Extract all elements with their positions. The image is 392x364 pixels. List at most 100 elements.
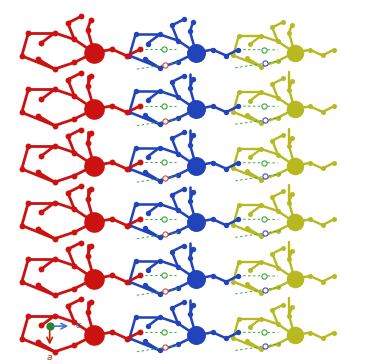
- Point: [258, 64, 264, 70]
- Point: [235, 47, 241, 52]
- Point: [223, 222, 229, 228]
- Point: [175, 172, 181, 178]
- Point: [244, 281, 250, 287]
- Point: [175, 59, 181, 64]
- Point: [330, 217, 337, 222]
- Point: [71, 263, 78, 269]
- Point: [88, 17, 94, 23]
- Point: [47, 323, 53, 329]
- Point: [132, 32, 139, 37]
- Point: [280, 302, 287, 308]
- Point: [71, 93, 78, 99]
- Point: [132, 314, 139, 320]
- Point: [132, 145, 139, 150]
- Point: [307, 160, 313, 166]
- Point: [145, 210, 151, 216]
- Point: [51, 292, 58, 298]
- Point: [84, 253, 91, 259]
- Point: [261, 160, 267, 166]
- Point: [230, 335, 236, 341]
- Point: [142, 169, 148, 175]
- Point: [190, 246, 196, 252]
- Point: [181, 130, 187, 135]
- Point: [269, 138, 276, 143]
- Point: [175, 115, 181, 121]
- Point: [280, 189, 287, 194]
- Point: [71, 116, 78, 122]
- Point: [181, 16, 187, 22]
- Point: [258, 90, 264, 95]
- Point: [51, 313, 58, 318]
- Point: [286, 200, 292, 206]
- Point: [269, 251, 276, 257]
- Point: [261, 343, 268, 349]
- Point: [132, 88, 139, 94]
- Point: [187, 142, 193, 147]
- Point: [209, 216, 216, 222]
- Point: [235, 216, 241, 222]
- Point: [187, 85, 193, 91]
- Point: [124, 336, 130, 341]
- Point: [137, 216, 143, 222]
- Point: [109, 216, 115, 222]
- Point: [88, 74, 94, 79]
- Point: [65, 190, 71, 195]
- Point: [78, 296, 84, 302]
- Point: [78, 240, 84, 246]
- Point: [38, 266, 45, 272]
- Point: [51, 199, 58, 205]
- Point: [38, 96, 45, 102]
- Point: [25, 87, 31, 92]
- Point: [292, 50, 298, 56]
- Point: [275, 151, 281, 157]
- Point: [319, 109, 326, 115]
- Point: [124, 279, 130, 285]
- Point: [169, 79, 175, 85]
- Point: [319, 335, 326, 341]
- Text: a: a: [47, 353, 53, 362]
- Point: [35, 113, 41, 119]
- Point: [65, 77, 71, 83]
- Point: [187, 255, 193, 261]
- Point: [247, 41, 253, 47]
- Point: [193, 106, 199, 112]
- Point: [330, 330, 337, 336]
- Point: [51, 179, 58, 185]
- Point: [71, 342, 78, 348]
- Point: [51, 87, 58, 92]
- Point: [156, 291, 163, 297]
- Point: [109, 159, 115, 165]
- Point: [169, 23, 175, 28]
- Point: [247, 211, 253, 217]
- Point: [280, 245, 287, 251]
- Point: [261, 174, 268, 179]
- Point: [71, 206, 78, 212]
- Point: [51, 30, 58, 36]
- Point: [126, 222, 132, 228]
- Point: [319, 222, 326, 228]
- Point: [223, 109, 229, 115]
- Point: [244, 338, 250, 344]
- Point: [187, 28, 193, 34]
- Point: [109, 329, 115, 335]
- Point: [258, 316, 264, 321]
- Point: [35, 56, 41, 62]
- Point: [84, 83, 91, 89]
- Point: [269, 307, 276, 313]
- Point: [19, 53, 25, 59]
- Point: [209, 160, 216, 166]
- Point: [286, 30, 292, 36]
- Point: [137, 273, 143, 278]
- Point: [235, 329, 241, 335]
- Point: [38, 153, 45, 159]
- Point: [247, 154, 253, 160]
- Point: [142, 282, 148, 288]
- Point: [137, 46, 143, 52]
- Point: [292, 332, 298, 338]
- Point: [145, 323, 151, 329]
- Point: [65, 246, 71, 252]
- Point: [25, 143, 31, 149]
- Point: [230, 279, 236, 285]
- Point: [190, 19, 196, 25]
- Point: [35, 339, 41, 345]
